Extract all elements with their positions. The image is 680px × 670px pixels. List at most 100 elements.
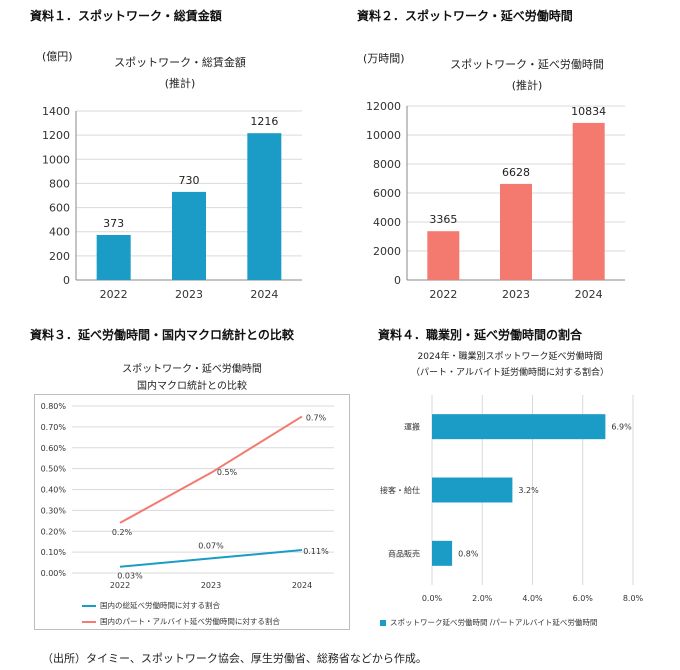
chart3-ytick-label: 0.80% bbox=[41, 402, 67, 411]
chart2-plot: 0 2000 4000 6000 8000 10000 12000 3365 2022 6628 2… bbox=[366, 100, 625, 301]
chart4-data-label: 3.2% bbox=[518, 486, 539, 495]
chart3-ytick-label: 0.20% bbox=[41, 527, 67, 536]
chart3-data-label: 0.07% bbox=[198, 541, 224, 550]
chart4-bar bbox=[432, 414, 606, 440]
chart1-xtick-label: 2023 bbox=[175, 288, 203, 301]
section-title-1: 資料１．スポットワーク・総賃金額 bbox=[30, 9, 222, 23]
chart1-title: スポットワーク・総賃金額 bbox=[114, 56, 246, 69]
chart1-unit-label: (億円) bbox=[42, 50, 73, 63]
chart3-ytick-label: 0.50% bbox=[41, 465, 67, 474]
chart3-data-label: 0.5% bbox=[217, 468, 238, 477]
chart2-ytick-label: 4000 bbox=[373, 216, 401, 229]
chart1-ytick-label: 200 bbox=[49, 250, 70, 263]
chart3-ytick-label: 0.70% bbox=[41, 423, 67, 432]
chart4-legend-label: スポットワーク延べ労働時間 /パートアルバイト延べ労働時間 bbox=[390, 618, 598, 627]
chart2-bar bbox=[427, 231, 460, 280]
chart4-subtitle: （パート・アルバイト延労働時間に対する割合） bbox=[411, 368, 609, 378]
chart3-data-label: 0.11% bbox=[303, 547, 329, 556]
chart4-plot: 0.0% 2.0% 4.0% 6.0% 8.0% 6.9% 運搬 3.2% 接客・給仕 0.8% 商… bbox=[380, 395, 644, 603]
chart1-xtick-label: 2022 bbox=[100, 288, 128, 301]
chart4-bar bbox=[432, 540, 453, 566]
chart2-ytick-label: 10000 bbox=[366, 129, 401, 142]
chart4-xtick-label: 8.0% bbox=[623, 594, 644, 603]
source-note: （出所）タイミー、スポットワーク協会、厚生労働省、総務省などから作成。 bbox=[42, 652, 427, 665]
chart3-series-line bbox=[119, 549, 303, 568]
chart4-bar bbox=[432, 477, 513, 503]
chart2-data-label: 3365 bbox=[429, 213, 457, 226]
chart-total-wages: (億円) スポットワーク・総賃金額 (推計) 0 200 400 600 800 1000… bbox=[30, 38, 330, 308]
chart1-ytick-label: 400 bbox=[49, 226, 70, 239]
chart3-ytick-label: 0.60% bbox=[41, 444, 67, 453]
chart3-xtick-label: 2024 bbox=[292, 581, 312, 590]
chart1-data-label: 730 bbox=[179, 174, 200, 187]
chart3-xtick-label: 2023 bbox=[201, 581, 221, 590]
chart2-subtitle: (推計) bbox=[511, 79, 543, 92]
section-title-4: 資料４．職業別・延べ労働時間の割合 bbox=[378, 328, 583, 342]
chart4-xtick-label: 4.0% bbox=[522, 594, 543, 603]
chart1-bar bbox=[172, 191, 206, 280]
chart3-legend-item-1: 国内の総延べ労働時間に対する割合 bbox=[82, 600, 220, 611]
chart3-legend-item-2: 国内のパート・アルバイト延べ労働時間に対する割合 bbox=[82, 616, 280, 627]
chart2-title: スポットワーク・延べ労働時間 bbox=[450, 58, 604, 71]
chart2-ytick-label: 0 bbox=[394, 274, 401, 287]
chart1-bar bbox=[247, 133, 282, 280]
section-title-2: 資料２．スポットワーク・延べ労働時間 bbox=[357, 9, 573, 23]
chart3-ytick-label: 0.30% bbox=[41, 506, 67, 515]
chart2-xtick-label: 2022 bbox=[429, 288, 457, 301]
section-title-3: 資料３．延べ労働時間・国内マクロ統計との比較 bbox=[30, 328, 294, 342]
legend-label-1: 国内の総延べ労働時間に対する割合 bbox=[100, 601, 220, 610]
chart4-xtick-label: 6.0% bbox=[573, 594, 594, 603]
chart3-ytick-label: 0.10% bbox=[41, 548, 67, 557]
chart4-xtick-label: 0.0% bbox=[422, 594, 443, 603]
chart3-ytick-label: 0.40% bbox=[41, 486, 67, 495]
chart4-category-label: 商品販売 bbox=[388, 548, 420, 558]
legend-label-2: 国内のパート・アルバイト延べ労働時間に対する割合 bbox=[100, 617, 280, 626]
chart-macro-comparison: スポットワーク・延べ労働時間 国内マクロ統計との比較 0.00% 0.10% 0.2… bbox=[34, 356, 350, 630]
legend-line-salmon bbox=[82, 621, 96, 623]
chart3-xtick-label: 2022 bbox=[110, 581, 130, 590]
chart1-ytick-label: 1200 bbox=[42, 129, 70, 142]
chart3-plot: 0.00% 0.10% 0.20% 0.30% 0.40% 0.50% 0.60% 0.70%… bbox=[41, 402, 334, 590]
chart1-ytick-label: 1400 bbox=[42, 105, 70, 118]
chart3-data-label: 0.7% bbox=[306, 413, 327, 422]
legend-line-blue bbox=[82, 605, 96, 607]
chart3-subtitle: 国内マクロ統計との比較 bbox=[137, 381, 247, 392]
chart2-xtick-label: 2023 bbox=[502, 288, 530, 301]
chart1-data-label: 1216 bbox=[250, 115, 278, 128]
chart1-ytick-label: 1000 bbox=[42, 153, 70, 166]
chart4-category-label: 接客・給仕 bbox=[380, 485, 420, 495]
chart3-ytick-label: 0.00% bbox=[41, 569, 67, 578]
chart3-frame bbox=[34, 394, 350, 630]
chart4-data-label: 0.8% bbox=[458, 549, 479, 558]
chart1-subtitle: (推計) bbox=[164, 77, 196, 90]
chart1-ytick-label: 800 bbox=[49, 177, 70, 190]
chart3-series-line bbox=[119, 415, 303, 524]
chart1-plot: 0 200 400 600 800 1000 1200 1400 373 2022 730 2023 1… bbox=[42, 105, 302, 301]
chart2-ytick-label: 8000 bbox=[373, 158, 401, 171]
chart2-bar bbox=[572, 122, 605, 280]
chart1-ytick-label: 600 bbox=[49, 202, 70, 215]
chart1-xtick-label: 2024 bbox=[250, 288, 278, 301]
chart-total-hours: (万時間) スポットワーク・延べ労働時間 (推計) 0 2000 4000 6000 8… bbox=[357, 38, 657, 308]
chart2-ytick-label: 6000 bbox=[373, 187, 401, 200]
chart4-category-label: 運搬 bbox=[404, 422, 420, 432]
chart-occupation-share: 2024年・職業別スポットワーク延べ労働時間 （パート・アルバイト延労働時間に対… bbox=[360, 345, 660, 635]
chart1-bar bbox=[96, 234, 131, 280]
chart2-data-label: 6628 bbox=[502, 166, 530, 179]
chart2-data-label: 10834 bbox=[571, 105, 606, 118]
chart3-data-label: 0.2% bbox=[112, 528, 133, 537]
chart2-ytick-label: 2000 bbox=[373, 245, 401, 258]
chart4-data-label: 6.9% bbox=[611, 423, 632, 432]
chart2-unit-label: (万時間) bbox=[363, 52, 405, 65]
legend-swatch-blue bbox=[380, 620, 386, 626]
chart3-title: スポットワーク・延べ労働時間 bbox=[122, 364, 262, 375]
chart3-data-label: 0.03% bbox=[117, 572, 143, 581]
chart1-data-label: 373 bbox=[103, 217, 124, 230]
chart1-ytick-label: 0 bbox=[63, 274, 70, 287]
chart4-xtick-label: 2.0% bbox=[472, 594, 493, 603]
chart2-ytick-label: 12000 bbox=[366, 100, 401, 113]
chart4-legend: スポットワーク延べ労働時間 /パートアルバイト延べ労働時間 bbox=[380, 617, 597, 628]
chart2-xtick-label: 2024 bbox=[575, 288, 603, 301]
chart2-bar bbox=[500, 183, 532, 280]
chart4-title: 2024年・職業別スポットワーク延べ労働時間 bbox=[417, 352, 603, 362]
